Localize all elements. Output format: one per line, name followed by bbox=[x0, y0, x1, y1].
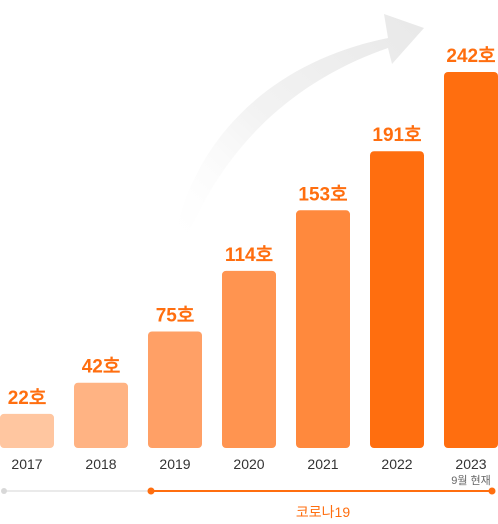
x-tick-note-2023: 9월 현재 bbox=[451, 474, 491, 487]
bar-2023 bbox=[444, 72, 498, 448]
x-tick-label-2023: 2023 bbox=[455, 456, 486, 472]
period-end-dot bbox=[488, 487, 496, 495]
bar-2017 bbox=[0, 413, 54, 448]
value-label-2020: 114호 bbox=[225, 244, 273, 266]
value-label-2022: 191호 bbox=[372, 124, 421, 146]
bar-2019 bbox=[148, 331, 202, 448]
x-tick-label-2022: 2022 bbox=[381, 456, 412, 472]
bar-2022 bbox=[370, 151, 424, 448]
period-start-dot bbox=[147, 487, 155, 495]
x-tick-label-2017: 2017 bbox=[11, 456, 42, 472]
value-label-2021: 153호 bbox=[298, 183, 347, 205]
x-tick-label-2020: 2020 bbox=[233, 456, 264, 472]
bar-2018 bbox=[74, 382, 128, 448]
x-tick-label-2018: 2018 bbox=[85, 456, 116, 472]
value-label-2019: 75호 bbox=[156, 304, 195, 326]
growth-arrow bbox=[172, 14, 424, 250]
timeline-start-dot bbox=[1, 488, 7, 494]
period-label: 코로나19 bbox=[296, 504, 350, 520]
bar-2021 bbox=[296, 210, 350, 448]
value-label-2023: 242호 bbox=[446, 45, 495, 67]
bar-2020 bbox=[222, 270, 276, 448]
value-label-2018: 42호 bbox=[82, 356, 121, 378]
x-tick-label-2019: 2019 bbox=[159, 456, 190, 472]
x-tick-label-2021: 2021 bbox=[307, 456, 338, 472]
value-label-2017: 22호 bbox=[8, 387, 47, 409]
